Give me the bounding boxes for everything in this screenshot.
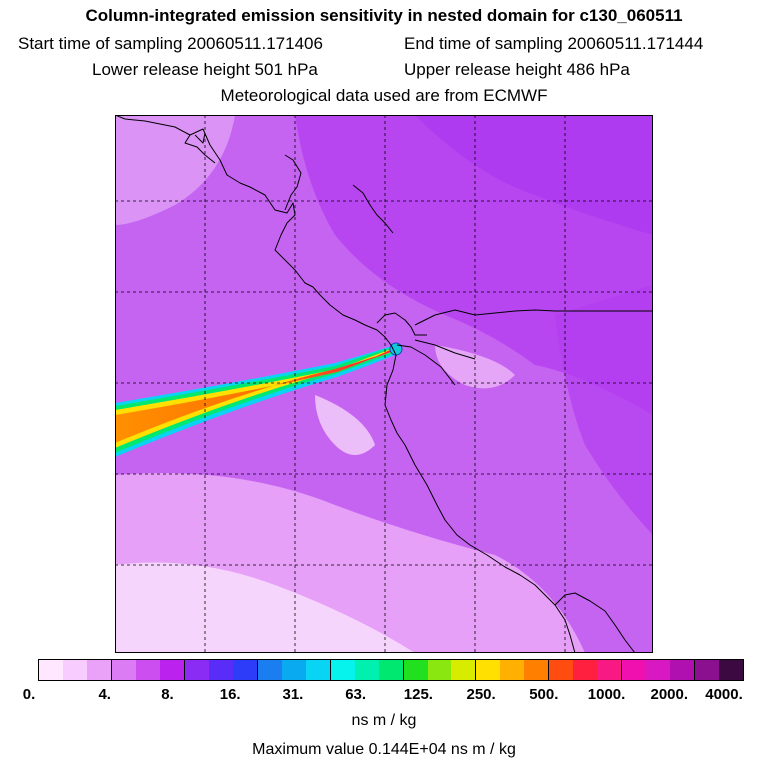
colorbar-tick-label: 4000. (705, 686, 743, 703)
colorbar-tick-label: 4. (98, 686, 111, 703)
plot-title: Column-integrated emission sensitivity i… (85, 6, 683, 25)
colorbar-segment (183, 660, 209, 680)
colorbar-segment (159, 660, 184, 680)
colorbar-segment (208, 660, 233, 680)
colorbar-segment (524, 660, 549, 680)
colorbar-segment (694, 660, 720, 680)
colorbar-tick-label: 0. (22, 686, 36, 703)
colorbar-tick-label: 16. (219, 686, 241, 703)
colorbar-segment (86, 660, 111, 680)
colorbar-segment (256, 660, 282, 680)
upper-release-height-label: Upper release height 486 hPa (404, 60, 630, 79)
colorbar-tick-label: 8. (161, 686, 174, 703)
colorbar-segment (329, 660, 355, 680)
map-frame (115, 115, 653, 653)
colorbar-tick-label: 1000. (587, 686, 626, 703)
lower-release-height-label: Lower release height 501 hPa (92, 60, 318, 79)
colorbar-segment (548, 660, 574, 680)
colorbar-segment (39, 660, 63, 680)
colorbar-segment (135, 660, 160, 680)
colorbar-segment (451, 660, 476, 680)
coastline (115, 115, 653, 653)
colorbar-segment (475, 660, 501, 680)
colorbar-segment (573, 660, 598, 680)
colorbar-segment (305, 660, 330, 680)
colorbar-segment (621, 660, 647, 680)
end-time-label: End time of sampling 20060511.171444 (404, 34, 704, 53)
colorbar-tick-label: 125. (403, 686, 433, 703)
start-time-label: Start time of sampling 20060511.171406 (18, 34, 323, 53)
sensitivity-map (115, 115, 653, 653)
colorbar-segment (232, 660, 257, 680)
colorbar (38, 659, 744, 681)
colorbar-units: ns m / kg (351, 712, 417, 729)
colorbar-segment (670, 660, 695, 680)
colorbar-tick-label: 500. (529, 686, 559, 703)
colorbar-segment (354, 660, 379, 680)
colorbar-segment (500, 660, 525, 680)
colorbar-segment (646, 660, 671, 680)
colorbar-segment (62, 660, 87, 680)
colorbar-segment (402, 660, 428, 680)
colorbar-tick-label: 250. (466, 686, 496, 703)
colorbar-segment (378, 660, 403, 680)
met-data-label: Meteorological data used are from ECMWF (220, 86, 548, 105)
colorbar-segment (719, 660, 744, 680)
colorbar-tick-label: 31. (282, 686, 304, 703)
colorbar-tick-label: 2000. (650, 686, 689, 703)
release-point (389, 342, 403, 356)
colorbar-segment (597, 660, 622, 680)
colorbar-segment (110, 660, 136, 680)
maximum-value-label: Maximum value 0.144E+04 ns m / kg (252, 741, 516, 758)
colorbar-tick-label: 63. (345, 686, 367, 703)
colorbar-segment (427, 660, 452, 680)
colorbar-segment (281, 660, 306, 680)
